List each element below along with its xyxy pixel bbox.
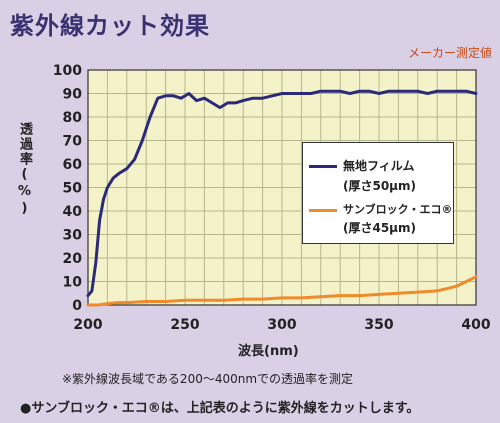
y-axis-label: 透過率(%) — [17, 122, 32, 218]
y-tick-label-100: 100 — [53, 63, 82, 79]
x-tick-label-200: 200 — [73, 317, 102, 333]
y-tick-label-90: 90 — [63, 87, 83, 103]
x-tick-label-400: 400 — [461, 317, 490, 333]
legend-swatch-sunblock-eco — [309, 209, 337, 212]
x-axis-label: 波長(nm) — [238, 344, 299, 359]
y-tick-label-10: 10 — [63, 275, 83, 291]
legend-swatch-plain-film — [309, 165, 337, 168]
chart-title: 紫外線カット効果 — [10, 12, 210, 40]
measurement-note: メーカー測定値 — [407, 46, 492, 60]
y-tick-label-60: 60 — [63, 157, 83, 173]
legend-spec-sunblock-eco: (厚さ45μm) — [343, 221, 417, 235]
legend-label-sunblock-eco: サンブロック・エコ® — [343, 203, 453, 216]
y-tick-label-80: 80 — [63, 110, 83, 126]
y-tick-label-70: 70 — [63, 134, 83, 150]
y-tick-label-20: 20 — [63, 251, 83, 267]
x-tick-label-300: 300 — [267, 317, 296, 333]
series-line-sunblock-eco — [86, 275, 478, 307]
x-tick-label-350: 350 — [364, 317, 393, 333]
plot-frame — [87, 69, 477, 306]
legend: 無地フィルム (厚さ50μm) サンブロック・エコ® (厚さ45μm) — [302, 142, 454, 244]
legend-spec-plain-film: (厚さ50μm) — [343, 179, 417, 193]
y-tick-label-0: 0 — [72, 298, 82, 314]
x-tick-label-250: 250 — [170, 317, 199, 333]
legend-label-plain-film: 無地フィルム — [343, 159, 415, 173]
y-tick-label-30: 30 — [63, 228, 83, 244]
statement: ●サンブロック・エコ®は、上記表のように紫外線をカットします。 — [20, 401, 420, 416]
y-tick-label-40: 40 — [63, 204, 83, 220]
series-line-plain-film — [86, 89, 478, 298]
y-tick-label-50: 50 — [63, 181, 83, 197]
footnote: ※紫外線波長域である200～400nmでの透過率を測定 — [62, 372, 354, 386]
